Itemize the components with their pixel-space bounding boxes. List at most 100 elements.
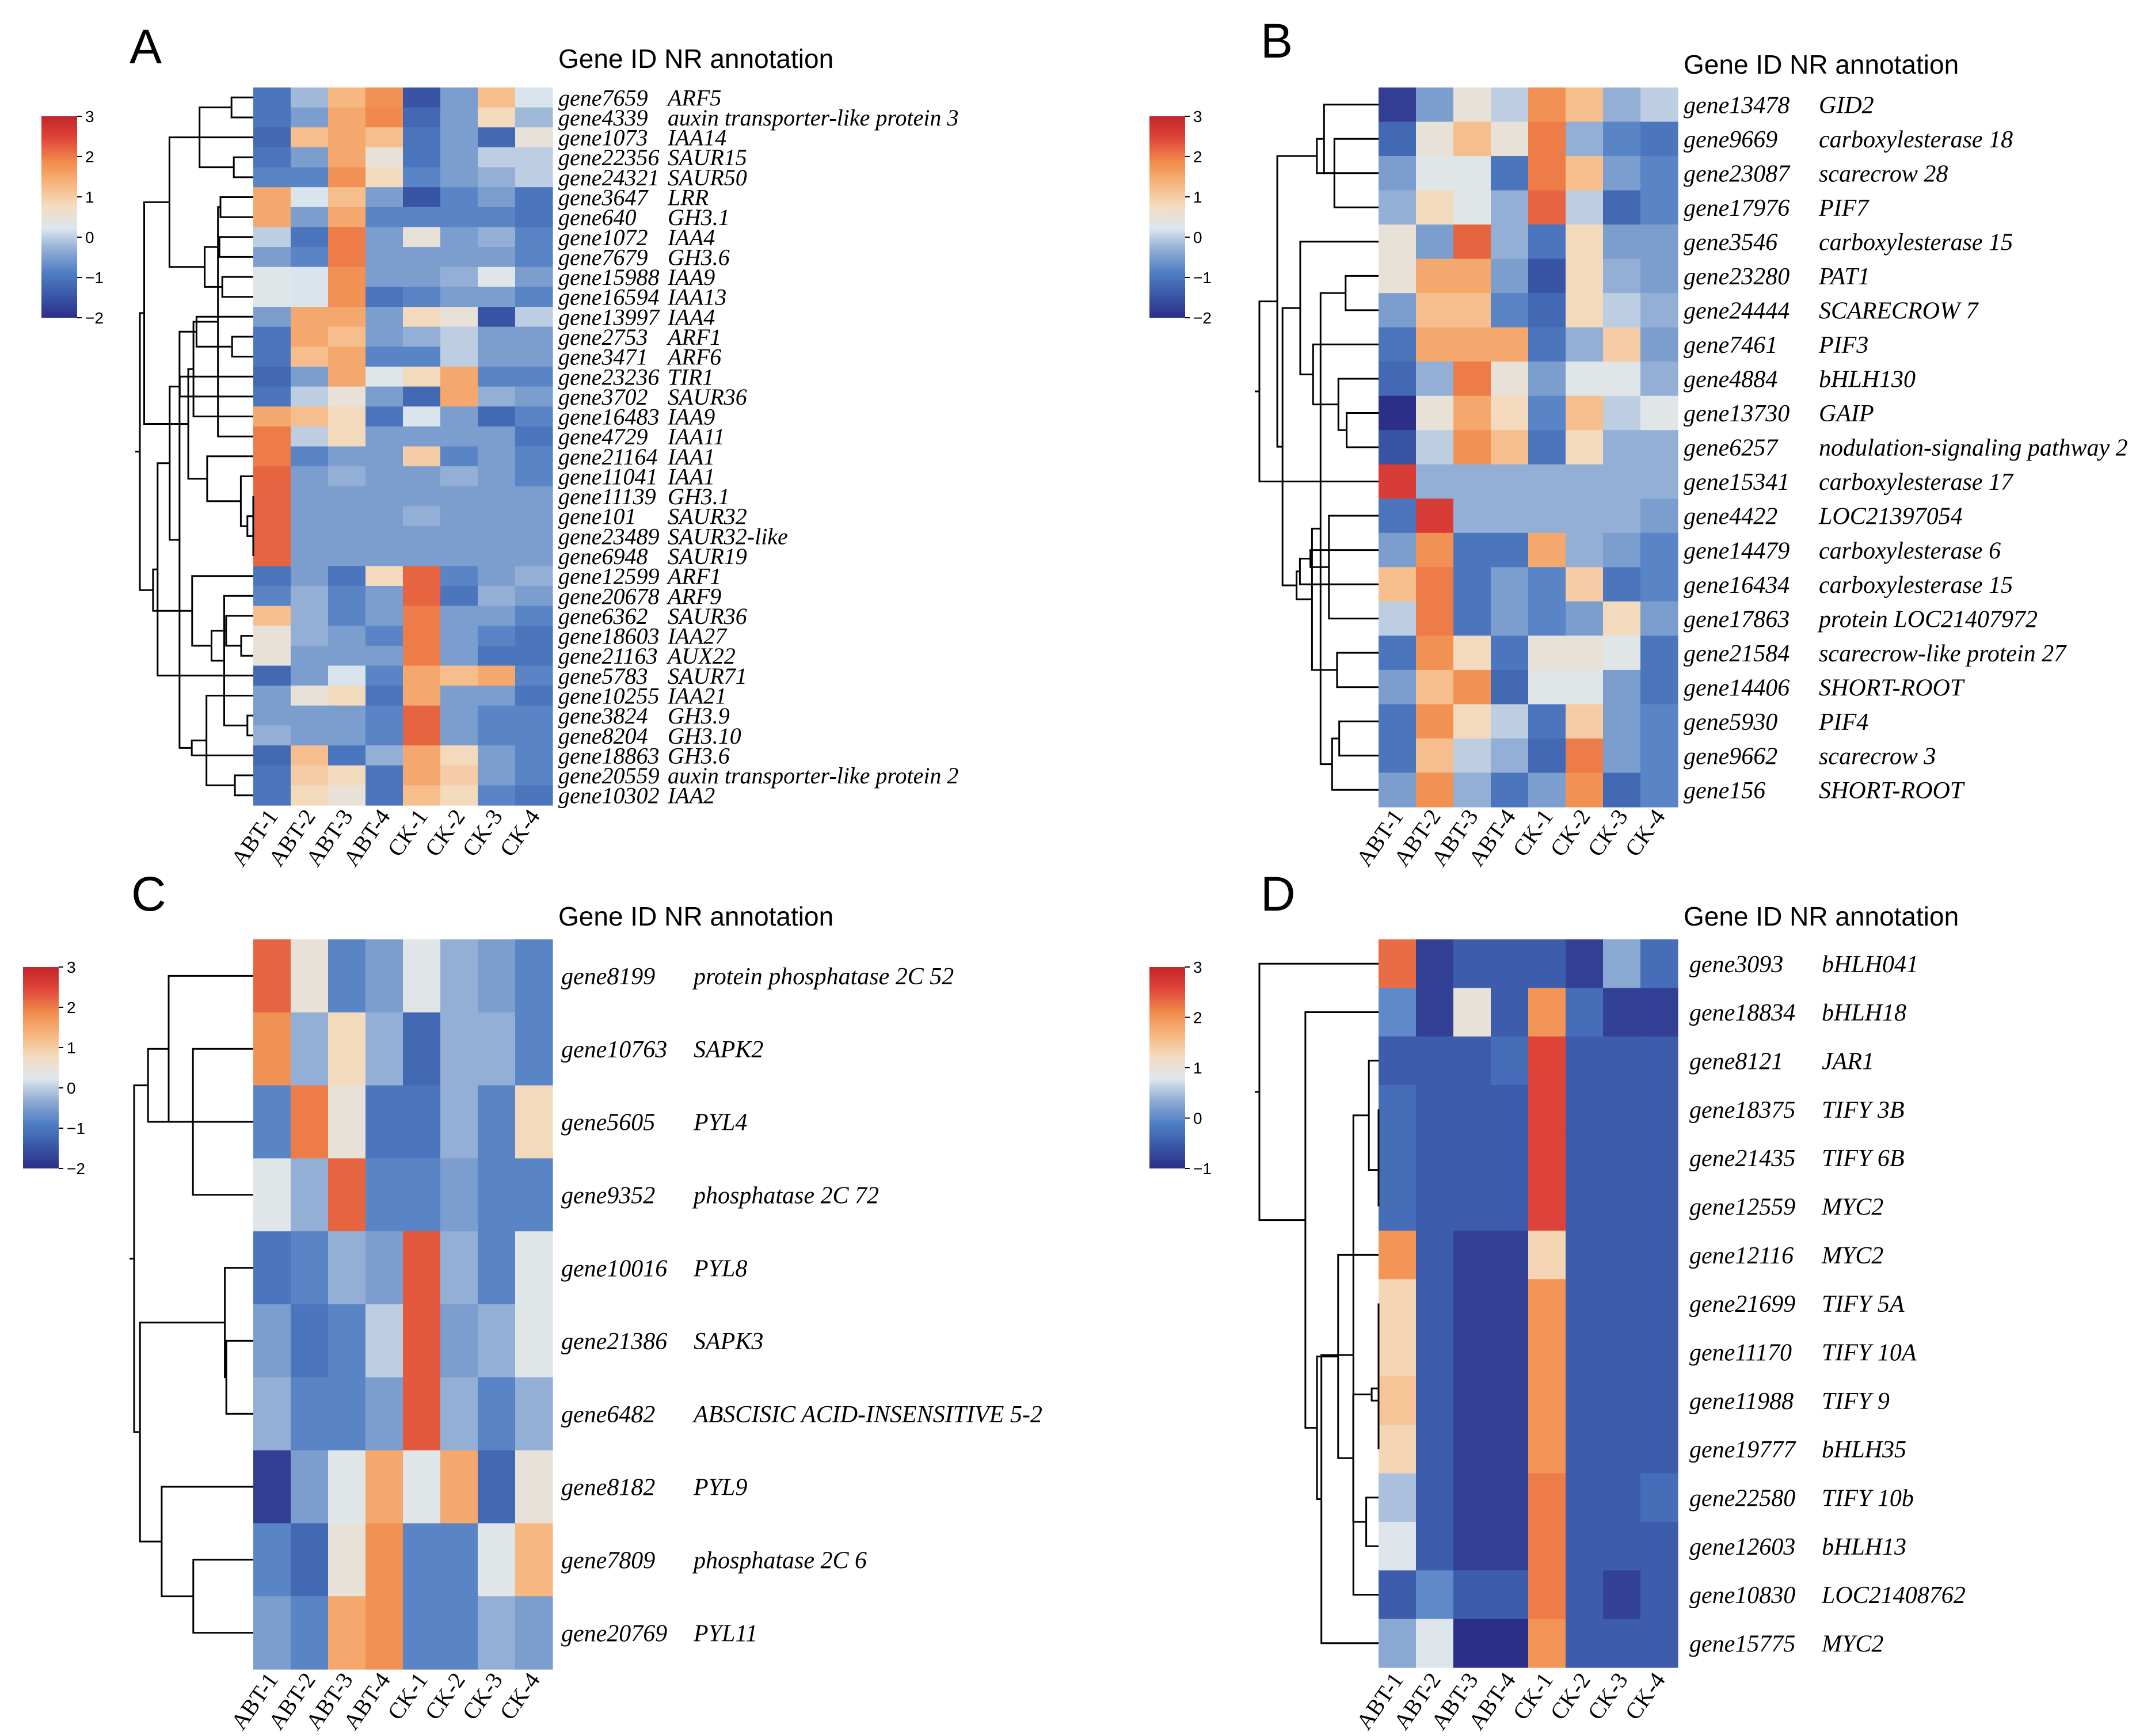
heatmap-cell — [1640, 327, 1678, 362]
colorbar-tick-label: −1 — [85, 269, 104, 287]
heatmap-cell — [440, 107, 478, 128]
heatmap-cell — [1566, 87, 1604, 123]
heatmap-cell — [1379, 156, 1417, 191]
heatmap-cell — [515, 446, 553, 467]
heatmap-cell — [365, 705, 403, 726]
gene-id-label: gene101 — [558, 504, 637, 530]
heatmap-cell — [515, 626, 553, 646]
colorbar-tick-label: −2 — [85, 309, 104, 327]
heatmap-cell — [365, 626, 403, 646]
heatmap-cell — [1453, 1570, 1491, 1620]
heatmap-cell — [328, 725, 366, 746]
column-label: CK-1 — [382, 1668, 433, 1724]
heatmap-cell — [1603, 395, 1641, 431]
heatmap-cell — [1453, 498, 1491, 534]
nr-annotation-label: ARF6 — [666, 344, 721, 370]
heatmap-cell — [253, 1304, 291, 1378]
gene-id-label: gene8121 — [1689, 1049, 1783, 1075]
heatmap-cell — [1603, 567, 1641, 602]
gene-id-label: gene6257 — [1684, 435, 1779, 462]
dendrogram-branch — [234, 774, 253, 797]
heatmap-cell — [1491, 532, 1529, 568]
heatmap-cell — [328, 426, 366, 447]
heatmap-cell — [1528, 498, 1566, 534]
heatmap-cell — [1379, 635, 1417, 671]
gene-id-label: gene13478 — [1684, 93, 1790, 119]
heatmap-cell — [515, 247, 553, 268]
dendrogram-branch — [139, 312, 153, 591]
heatmap-cell — [253, 247, 291, 268]
gene-id-label: gene7659 — [558, 85, 648, 111]
heatmap-cell — [1566, 1036, 1604, 1086]
heatmap-cell — [478, 1231, 516, 1305]
heatmap-cell — [1379, 1619, 1417, 1668]
heatmap-cell — [478, 406, 516, 427]
heatmap-cell — [1491, 1133, 1529, 1183]
heatmap-cell — [403, 326, 441, 347]
heatmap-cell — [1416, 1133, 1454, 1183]
heatmap-cell — [1416, 988, 1454, 1037]
heatmap-cell — [253, 267, 291, 287]
heatmap-cell — [1379, 361, 1417, 397]
gene-id-label: gene2753 — [558, 324, 648, 350]
heatmap-cell — [291, 247, 329, 268]
heatmap-cell — [478, 606, 516, 626]
gene-id-label: gene8182 — [561, 1475, 655, 1501]
heatmap-cell — [1491, 327, 1529, 362]
heatmap-cell — [1416, 327, 1454, 362]
heatmap-cell — [1603, 669, 1641, 705]
nr-annotation-label: IAA13 — [667, 284, 726, 310]
heatmap-cell — [1453, 1522, 1491, 1571]
nr-annotation-label: nodulation-signaling pathway 2 — [1819, 435, 2128, 462]
gene-id-label: gene17863 — [1684, 606, 1790, 633]
heatmap-cell — [1640, 224, 1678, 260]
heatmap-cell — [1379, 704, 1417, 739]
heatmap-cell — [1566, 121, 1604, 157]
heatmap-cell — [1603, 224, 1641, 260]
heatmap-cell — [478, 466, 516, 487]
heatmap-cell — [291, 765, 329, 786]
gene-id-label: gene8204 — [558, 723, 648, 749]
heatmap-cell — [1453, 87, 1491, 123]
heatmap-cell — [1640, 772, 1678, 808]
heatmap-cell — [440, 1377, 478, 1451]
heatmap-cell — [1603, 430, 1641, 465]
heatmap-cell — [515, 725, 553, 746]
heatmap-cell — [403, 147, 441, 168]
heatmap-cell — [478, 326, 516, 347]
header-gene-id: Gene ID — [558, 44, 664, 74]
heatmap-cell — [291, 107, 329, 128]
gene-id-label: gene21163 — [558, 643, 658, 669]
heatmap-cell — [478, 686, 516, 706]
heatmap-cell — [253, 1012, 291, 1086]
heatmap-cell — [291, 1304, 329, 1378]
heatmap-cell — [365, 1012, 403, 1086]
heatmap-cell — [253, 147, 291, 168]
heatmap-cell — [1566, 1473, 1604, 1522]
heatmap-cell — [440, 247, 478, 268]
heatmap-cell — [1603, 1036, 1641, 1086]
gene-id-label: gene10302 — [558, 783, 660, 809]
heatmap-cell — [1491, 395, 1529, 431]
heatmap-cell — [253, 426, 291, 447]
heatmap-cell — [291, 267, 329, 287]
dendrogram-branch — [1319, 292, 1346, 766]
heatmap-cell — [1640, 1085, 1678, 1134]
heatmap-cell — [1603, 939, 1641, 988]
heatmap-cell — [1416, 772, 1454, 808]
heatmap-cell — [1416, 1085, 1454, 1134]
heatmap-cell — [1528, 1425, 1566, 1474]
heatmap-cell — [1491, 567, 1529, 602]
dendrogram-branch — [219, 196, 253, 218]
colorbar-tick-label: 2 — [1193, 1009, 1202, 1027]
heatmap-cell — [1566, 1570, 1604, 1620]
gene-id-label: gene22356 — [558, 144, 660, 170]
heatmap-cell — [515, 526, 553, 547]
heatmap-cell — [253, 167, 291, 188]
dendrogram-branch — [152, 568, 192, 612]
heatmap-cell — [365, 939, 403, 1013]
heatmap-cell — [253, 1596, 291, 1670]
heatmap-cell — [515, 187, 553, 208]
heatmap-cell — [1491, 635, 1529, 671]
heatmap-cell — [515, 267, 553, 287]
